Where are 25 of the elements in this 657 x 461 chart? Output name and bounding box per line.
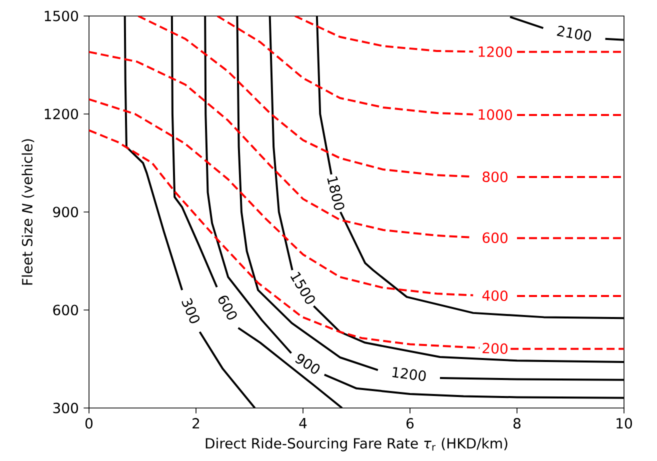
x-tick-label: 6 (406, 418, 414, 429)
text: 1800 (327, 176, 344, 210)
x-axis-title: Direct Ride-Sourcing Fare Rate τ$_{r}$ (HKD/km) (206, 438, 508, 452)
x-tick-label: 10 (616, 418, 632, 429)
text: 2100 (556, 26, 592, 42)
text: 300 (182, 298, 200, 324)
y-tick-label: 900 (53, 206, 78, 218)
series-label: 600 (482, 232, 508, 244)
x-tick-label: 0 (85, 418, 93, 429)
x-tick-label: 8 (513, 418, 520, 429)
series-label: 400 (482, 290, 508, 302)
series-label: 800 (482, 172, 508, 182)
y-tick-label: 1200 (44, 108, 78, 120)
y-tick-label: 300 (53, 402, 78, 414)
series-label: 1000 (478, 109, 512, 120)
text: 900 (295, 354, 320, 374)
y-axis-title: Fleet Size N (vehicle) (22, 139, 34, 285)
series-label: 200 (482, 342, 508, 354)
y-tick-label: 600 (53, 304, 78, 316)
series-label: 1200 (478, 46, 512, 58)
x-tick-label: 4 (299, 418, 307, 428)
x-tick-label: 2 (192, 418, 200, 428)
text: 1200 (392, 367, 426, 381)
y-tick-label: 1500 (44, 10, 78, 22)
text: 600 (218, 296, 237, 320)
